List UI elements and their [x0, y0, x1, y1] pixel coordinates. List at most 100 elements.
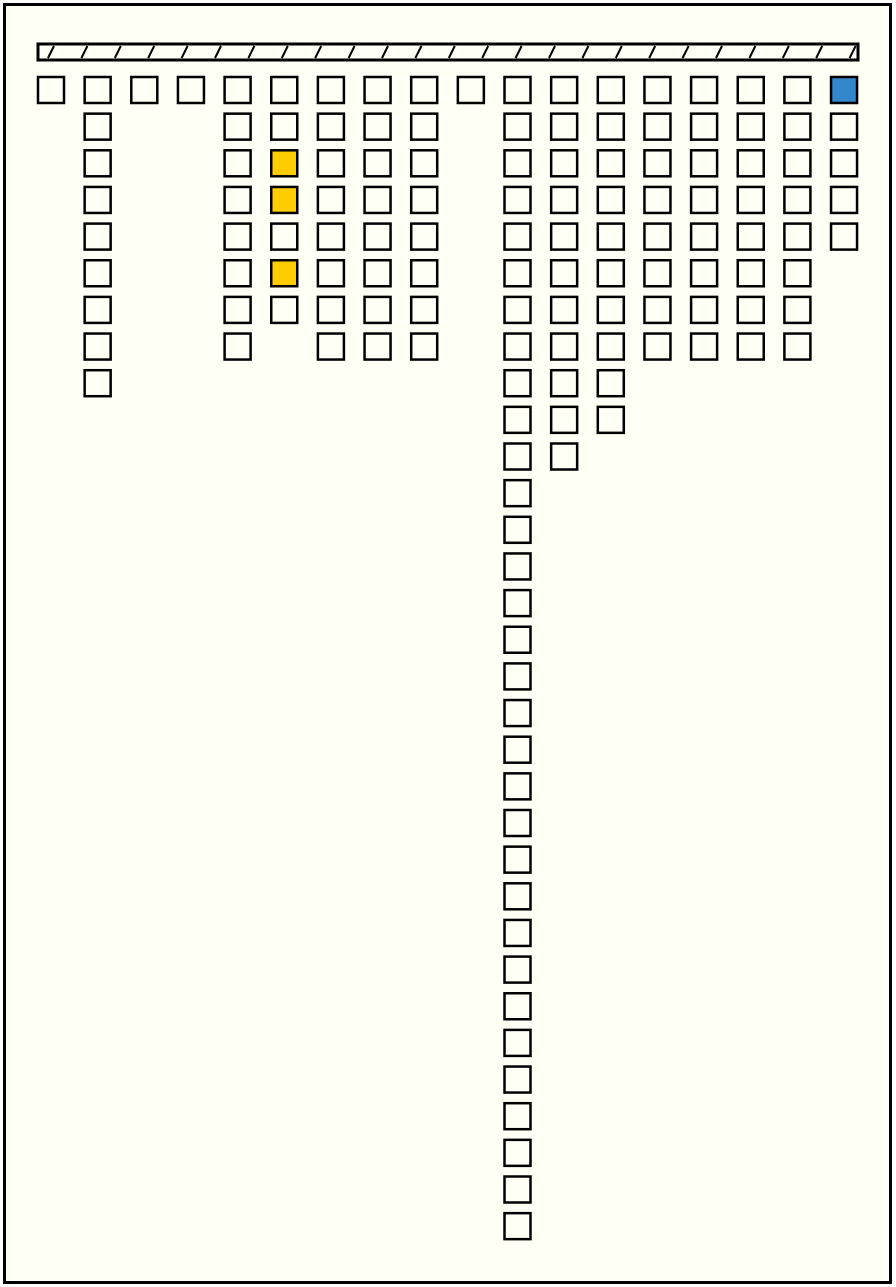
cell: [643, 112, 672, 141]
cell: [783, 75, 812, 105]
cell: [503, 478, 532, 508]
cell: [503, 1211, 532, 1241]
bar-hatch: [648, 45, 657, 59]
cell: [596, 259, 626, 288]
cell: [643, 75, 672, 105]
cell: [736, 295, 765, 325]
cell: [689, 259, 719, 288]
bar-hatch: [514, 45, 523, 59]
cell: [503, 149, 532, 178]
cell: [409, 332, 439, 361]
cell: [270, 75, 299, 105]
cell: [503, 259, 532, 288]
bar-hatch: [581, 45, 590, 59]
bar-hatch: [247, 45, 256, 59]
cell: [736, 259, 765, 288]
cell: [363, 149, 392, 178]
bar-hatch: [381, 45, 389, 59]
cell: [829, 149, 859, 178]
cell: [503, 1065, 532, 1094]
cell: [503, 588, 532, 618]
cell: [316, 112, 346, 141]
cell: [456, 75, 486, 105]
cell: [409, 295, 439, 325]
cell: [689, 222, 719, 251]
bar-hatch: [280, 45, 289, 59]
bar-hatch: [80, 45, 89, 59]
cell: [549, 222, 579, 251]
cell-column: [176, 75, 206, 105]
cell-column: [456, 75, 486, 105]
cell-column: [596, 75, 626, 435]
bar-hatch: [481, 45, 490, 59]
cell: [783, 222, 812, 251]
cell: [829, 75, 859, 105]
cell: [363, 332, 392, 361]
cell: [363, 222, 392, 251]
cell: [643, 149, 672, 178]
bar-hatch: [815, 45, 824, 59]
cell: [736, 112, 765, 141]
cell: [736, 75, 765, 105]
cell: [83, 222, 112, 251]
top-bar: [36, 42, 860, 62]
cell: [363, 112, 392, 141]
bar-hatch: [715, 45, 723, 59]
cell: [829, 222, 859, 251]
cell: [503, 442, 532, 471]
cell: [223, 75, 252, 105]
cell: [503, 662, 532, 691]
cell: [83, 185, 112, 215]
cell: [270, 222, 299, 251]
cell: [596, 112, 626, 141]
bar-hatch: [414, 45, 423, 59]
cell: [83, 112, 112, 141]
bar-hatch: [548, 45, 556, 59]
cell: [503, 222, 532, 251]
cell: [176, 75, 206, 105]
cell: [316, 332, 346, 361]
cell-column: [36, 75, 66, 105]
cell-column: [363, 75, 392, 361]
cell: [736, 332, 765, 361]
cell: [643, 332, 672, 361]
cell: [736, 185, 765, 215]
cell: [503, 992, 532, 1021]
cell: [736, 222, 765, 251]
bar-hatch: [47, 45, 55, 59]
cell: [316, 185, 346, 215]
cell: [549, 75, 579, 105]
cell: [83, 75, 112, 105]
cell: [316, 259, 346, 288]
cell: [549, 259, 579, 288]
cell: [223, 112, 252, 141]
cell: [503, 1175, 532, 1204]
cell: [783, 332, 812, 361]
cell: [503, 185, 532, 215]
cell: [363, 259, 392, 288]
cell: [643, 259, 672, 288]
cell: [596, 149, 626, 178]
cell: [643, 295, 672, 325]
cell: [503, 955, 532, 984]
bar-outline: [36, 42, 860, 62]
cell: [316, 222, 346, 251]
cell: [783, 112, 812, 141]
cell: [549, 405, 579, 435]
cell: [503, 515, 532, 545]
cell: [596, 405, 626, 435]
cell: [223, 259, 252, 288]
cell: [130, 75, 159, 105]
bar-hatch: [681, 45, 690, 59]
cell: [363, 185, 392, 215]
cell-column: [316, 75, 346, 361]
cell: [503, 735, 532, 764]
cell-column: [643, 75, 672, 361]
bar-hatch: [147, 45, 156, 59]
cell: [783, 295, 812, 325]
cell: [503, 808, 532, 838]
cell: [549, 112, 579, 141]
cell: [409, 259, 439, 288]
cell: [549, 295, 579, 325]
